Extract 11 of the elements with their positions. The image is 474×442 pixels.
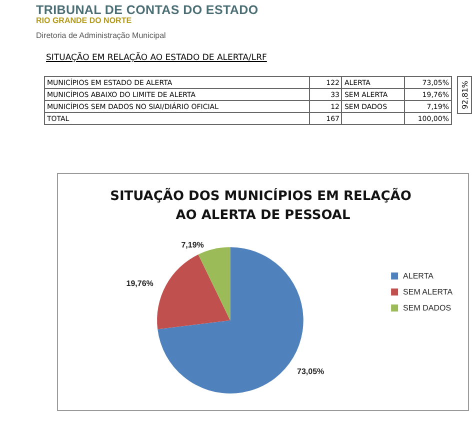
legend-label: SEM DADOS: [403, 304, 452, 312]
text: RIO GRANDE DO NORTE: [36, 16, 132, 25]
data-label: 7,19%: [181, 240, 204, 250]
text: Diretoria de Administração Municipal: [36, 31, 166, 40]
text: SITUAÇÃO EM RELAÇÃO AO ESTADO DE ALERTA/LRF: [46, 53, 267, 63]
legend-label: SEM ALERTA: [403, 288, 454, 296]
text: TRIBUNAL DE CONTAS DO ESTADO: [36, 3, 258, 17]
chart-title: SITUAÇÃO DOS MUNICÍPIOS EM RELAÇÃO AO ALERTA DE PESSOAL: [110, 187, 416, 223]
data-label: 73,05%: [297, 366, 324, 376]
data-label: 19,76%: [126, 278, 154, 288]
legend-label: ALERTA: [403, 272, 434, 280]
